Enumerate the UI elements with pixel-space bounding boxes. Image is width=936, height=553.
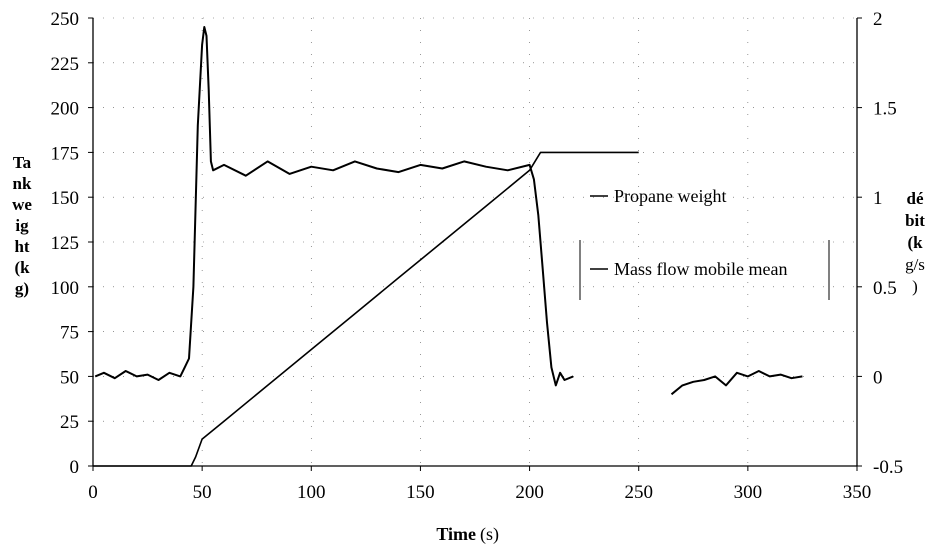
y-ticks-left: 0 25 50 75 100 125 150 175 200 225 250 [51,9,93,478]
y-axis-label-right-line: bit [905,211,925,230]
y-tick-label-right: 0 [873,367,883,388]
y-tick-label-left: 0 [70,457,80,478]
y-tick-label-left: 225 [51,54,80,75]
y-tick-label-right: 1 [873,188,883,209]
y-tick-label-left: 150 [51,188,80,209]
y-axis-label-left-line: ht [14,237,29,256]
x-tick-label: 250 [624,482,653,503]
y-tick-label-right: -0.5 [873,457,903,478]
y-tick-label-left: 200 [51,99,80,120]
y-axis-label-left-line: Ta [13,153,32,172]
legend: Propane weight Mass flow mobile mean [579,186,830,300]
legend-label-propane: Propane weight [614,186,726,206]
y-axis-label-left: Ta nk we ig ht (k g) [12,153,32,298]
y-axis-label-left-line: g) [15,279,29,298]
x-axis-label: Time (s) [436,524,499,545]
x-tick-label: 0 [88,482,98,503]
x-axis-title: Time [436,524,476,544]
y-axis-label-right-line: ) [912,277,918,296]
y-tick-label-left: 250 [51,9,80,30]
y-tick-label-right: 2 [873,9,883,30]
x-tick-label: 350 [843,482,872,503]
y-tick-label-left: 100 [51,278,80,299]
x-tick-label: 150 [406,482,435,503]
x-tick-label: 100 [297,482,326,503]
x-axis-unit: (s) [480,524,499,545]
y-axis-label-left-line: we [12,195,32,214]
y-axis-label-right-line: dé [907,189,924,208]
series-line-mass-flow-mean-0 [94,26,574,387]
series-line-mass-flow-mean-1 [670,370,803,396]
x-tick-label: 300 [734,482,763,503]
y-axis-label-right: dé bit (k g/s) [905,189,925,296]
x-tick-label: 50 [193,482,212,503]
y-tick-label-left: 75 [60,323,79,344]
y-tick-label-right: 1.5 [873,99,897,120]
y-axis-label-right-line: g/s [905,255,925,274]
x-tick-label: 200 [515,482,544,503]
legend-label-massflow: Mass flow mobile mean [614,259,787,279]
y-tick-label-left: 25 [60,412,79,433]
y-axis-label-right-line: (k [907,233,923,252]
y-tick-label-left: 50 [60,367,79,388]
y-tick-label-left: 125 [51,233,80,254]
x-ticks: 0 50 100 150 200 250 300 350 [88,466,871,503]
y-axis-label-left-line: nk [13,174,32,193]
series-line-propane-weight-0 [93,151,639,467]
y-ticks-right: -0.5 0 0.5 1 1.5 2 [857,9,903,478]
y-axis-label-left-line: ig [15,216,29,235]
y-tick-label-left: 175 [51,143,80,164]
y-axis-label-left-line: (k [14,258,30,277]
y-tick-label-right: 0.5 [873,278,897,299]
series-layer [93,26,803,467]
